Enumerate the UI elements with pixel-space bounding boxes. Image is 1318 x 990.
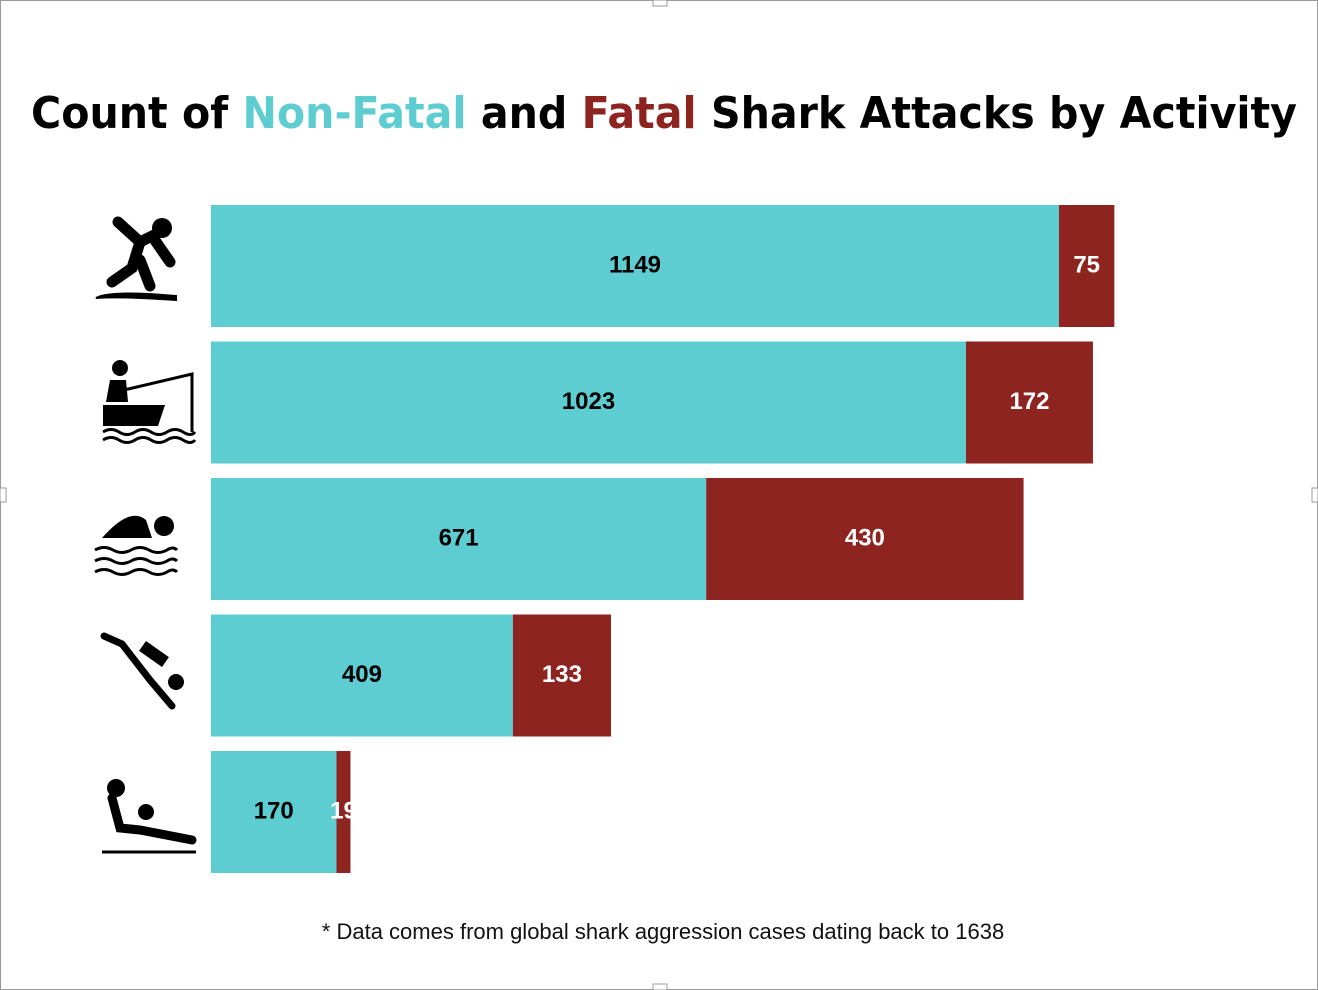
swim-icon xyxy=(94,515,179,576)
bar-segment xyxy=(512,614,612,737)
data-label: 75 xyxy=(1073,251,1100,278)
title-part: Shark Attacks by Activity xyxy=(711,88,1297,139)
data-label: 430 xyxy=(845,524,885,551)
surf-icon xyxy=(95,216,177,302)
bar-segment xyxy=(211,205,1059,327)
activity-icons xyxy=(94,216,197,854)
data-label: 172 xyxy=(1009,388,1049,415)
title-series: Non-Fatal xyxy=(242,88,466,139)
dive-icon xyxy=(100,632,184,710)
data-label: 19 xyxy=(330,797,357,824)
title-part: and xyxy=(481,88,567,139)
title-series: Fatal xyxy=(582,88,697,139)
data-label: 170 xyxy=(254,797,294,824)
footnote: * Data comes from global shark aggressio… xyxy=(322,919,1004,944)
bar-segment xyxy=(211,341,967,464)
data-label: 671 xyxy=(439,524,479,551)
bar-segment xyxy=(336,751,351,873)
fishing-icon xyxy=(102,360,197,444)
title-part: Count of xyxy=(31,88,229,139)
bar-segment xyxy=(706,478,1024,600)
bar-segment xyxy=(211,478,707,600)
bar-segment xyxy=(211,614,513,737)
bar-segment xyxy=(1059,205,1115,327)
chart-title: Count of Non-Fatal and Fatal Shark Attac… xyxy=(31,88,1297,139)
bar-segment xyxy=(966,341,1093,464)
waterpolo-icon xyxy=(102,779,197,854)
data-label: 1023 xyxy=(562,388,615,415)
data-label: 1149 xyxy=(609,251,661,278)
bar-segment xyxy=(211,751,337,873)
data-label: 133 xyxy=(542,661,582,688)
data-label: 409 xyxy=(342,661,382,688)
